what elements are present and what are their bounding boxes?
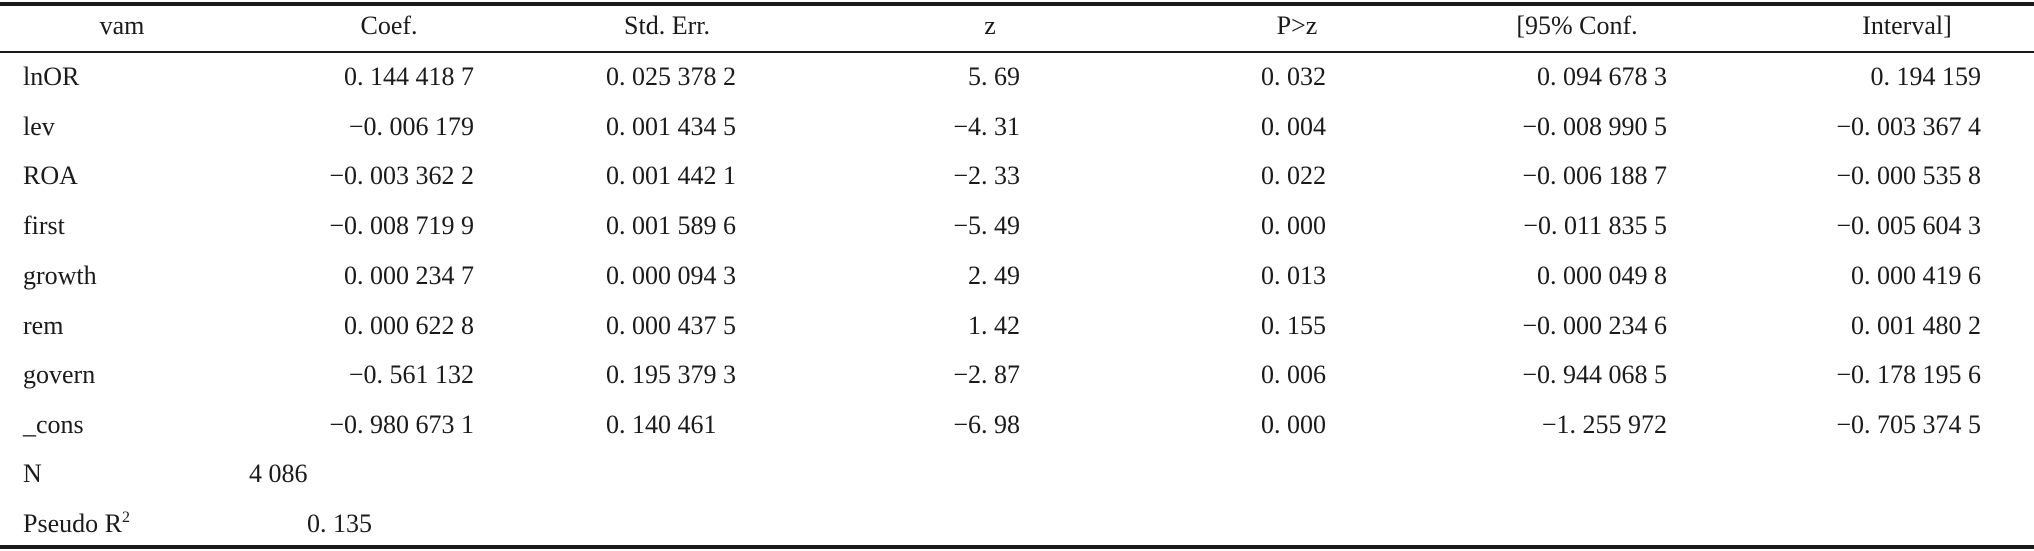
cell-value: −2. 87 [953,360,1020,390]
cell-value: 0. 195 379 3 [606,360,736,390]
cell-value: −0. 011 835 5 [1523,211,1667,241]
header-cell: [95% Conf. [1516,11,1638,40]
cell-value: 0. 001 480 2 [1851,310,1981,340]
cell-value: 5. 69 [968,62,1020,91]
cell-value: 0. 001 589 6 [606,211,736,241]
header-cell: Interval] [1862,11,1952,40]
cell-value: 0. 006 [1261,360,1326,390]
header-cell: z [984,11,996,40]
cell-value: 0. 140 461 [606,409,717,439]
row-label: first [23,211,65,241]
header-cell: Std. Err. [624,11,710,40]
cell-value: −5. 49 [953,211,1020,241]
row-label: Pseudo R2 [23,509,130,538]
top-rule [0,2,2034,6]
header-cell: P>z [1276,11,1318,40]
cell-value: 0. 000 234 7 [344,260,474,290]
row-label: ROA [23,161,78,191]
cell-value: 0. 000 [1261,211,1326,241]
cell-value: −0. 003 362 2 [329,161,474,191]
cell-value: 0. 025 378 2 [606,62,736,91]
cell-value: 4 086 [249,459,308,488]
cell-value: 0. 000 094 3 [606,260,736,290]
cell-value: −0. 944 068 5 [1522,360,1667,390]
row-label: N [23,459,42,488]
header-rule [0,51,2034,53]
cell-value: 0. 001 442 1 [606,161,736,191]
row-label: rem [23,310,64,340]
cell-value: −0. 008 990 5 [1522,111,1667,141]
cell-value: 0. 000 419 6 [1851,260,1981,290]
cell-value: 0. 000 049 8 [1537,260,1667,290]
cell-value: −0. 000 535 8 [1836,161,1981,191]
cell-value: −2. 33 [953,161,1020,191]
cell-value: −0. 005 604 3 [1836,211,1981,241]
header-cell: vam [99,11,145,40]
cell-value: 0. 094 678 3 [1537,62,1667,91]
row-label: lev [23,111,55,141]
cell-value: 0. 155 [1261,310,1326,340]
cell-value: 0. 194 159 [1870,62,1982,91]
cell-value: −0. 003 367 4 [1836,111,1981,141]
cell-value: −0. 705 374 5 [1836,409,1981,439]
cell-value: 0. 001 434 5 [606,111,736,141]
cell-value: −1. 255 972 [1541,409,1667,439]
cell-value: 0. 004 [1261,111,1326,141]
row-label: govern [23,360,96,390]
cell-value: 0. 000 [1261,409,1326,439]
header-cell: Coef. [360,11,418,40]
row-label: lnOR [23,62,80,91]
bottom-rule [0,545,2034,549]
cell-value: 0. 013 [1261,260,1326,290]
cell-value: −0. 006 179 [348,111,474,141]
cell-value: 0. 144 418 7 [344,62,474,91]
cell-value: 0. 032 [1261,62,1326,91]
cell-value: 0. 135 [307,509,372,538]
cell-value: 1. 42 [968,310,1020,340]
cell-value: 0. 022 [1261,161,1326,191]
cell-value: −4. 31 [953,111,1020,141]
cell-value: −0. 561 132 [348,360,474,390]
row-label: growth [23,260,97,290]
cell-value: −0. 006 188 7 [1522,161,1667,191]
cell-value: −0. 008 719 9 [329,211,474,241]
cell-value: −6. 98 [953,409,1020,439]
cell-value: 0. 000 437 5 [606,310,736,340]
cell-value: 0. 000 622 8 [344,310,474,340]
cell-value: −0. 000 234 6 [1522,310,1667,340]
cell-value: 2. 49 [968,260,1020,290]
cell-value: −0. 980 673 1 [329,409,474,439]
cell-value: −0. 178 195 6 [1836,360,1981,390]
row-label: _cons [23,409,84,439]
superscript: 2 [121,509,130,526]
